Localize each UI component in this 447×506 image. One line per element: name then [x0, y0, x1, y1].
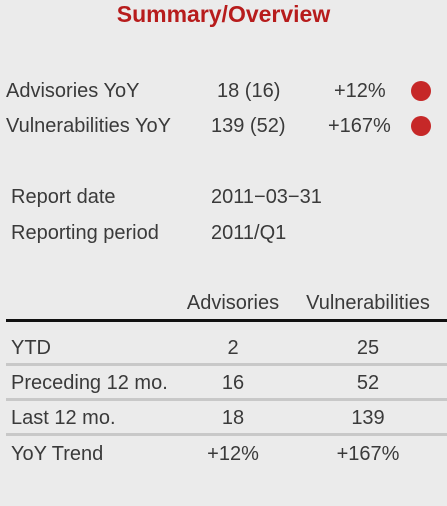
reporting-period-label: Reporting period [11, 222, 159, 244]
column-header-vulnerabilities: Vulnerabilities [306, 292, 430, 314]
table-row-label: YTD [11, 337, 51, 359]
table-row-label: Preceding 12 mo. [11, 372, 168, 394]
table-cell: 139 [351, 407, 385, 429]
report-date-label: Report date [11, 186, 116, 208]
table-cell: 18 [221, 407, 245, 429]
table-row-label: Last 12 mo. [11, 407, 116, 429]
kpi-advisories-label: Advisories YoY [6, 80, 140, 102]
kpi-vulnerabilities-value: 139 (52) [211, 115, 286, 137]
table-cell: 52 [356, 372, 380, 394]
status-dot-icon [411, 116, 431, 136]
kpi-advisories-change: +12% [334, 80, 386, 102]
table-cell: 16 [221, 372, 245, 394]
page-title: Summary/Overview [116, 1, 331, 27]
column-header-advisories: Advisories [186, 292, 280, 314]
reporting-period-value: 2011/Q1 [211, 222, 287, 244]
table-cell: +167% [336, 443, 400, 465]
table-header-divider [6, 319, 447, 322]
status-dot-icon [411, 81, 431, 101]
row-divider [6, 398, 447, 401]
kpi-vulnerabilities-change: +167% [328, 115, 391, 137]
row-divider [6, 433, 447, 436]
row-divider [6, 363, 447, 366]
kpi-vulnerabilities-label: Vulnerabilities YoY [6, 115, 171, 137]
table-cell: 2 [227, 337, 239, 359]
table-cell: +12% [207, 443, 259, 465]
table-row-label: YoY Trend [11, 443, 104, 465]
kpi-advisories-value: 18 (16) [217, 80, 281, 102]
table-cell: 25 [356, 337, 380, 359]
report-date-value: 2011−03−31 [211, 186, 322, 208]
